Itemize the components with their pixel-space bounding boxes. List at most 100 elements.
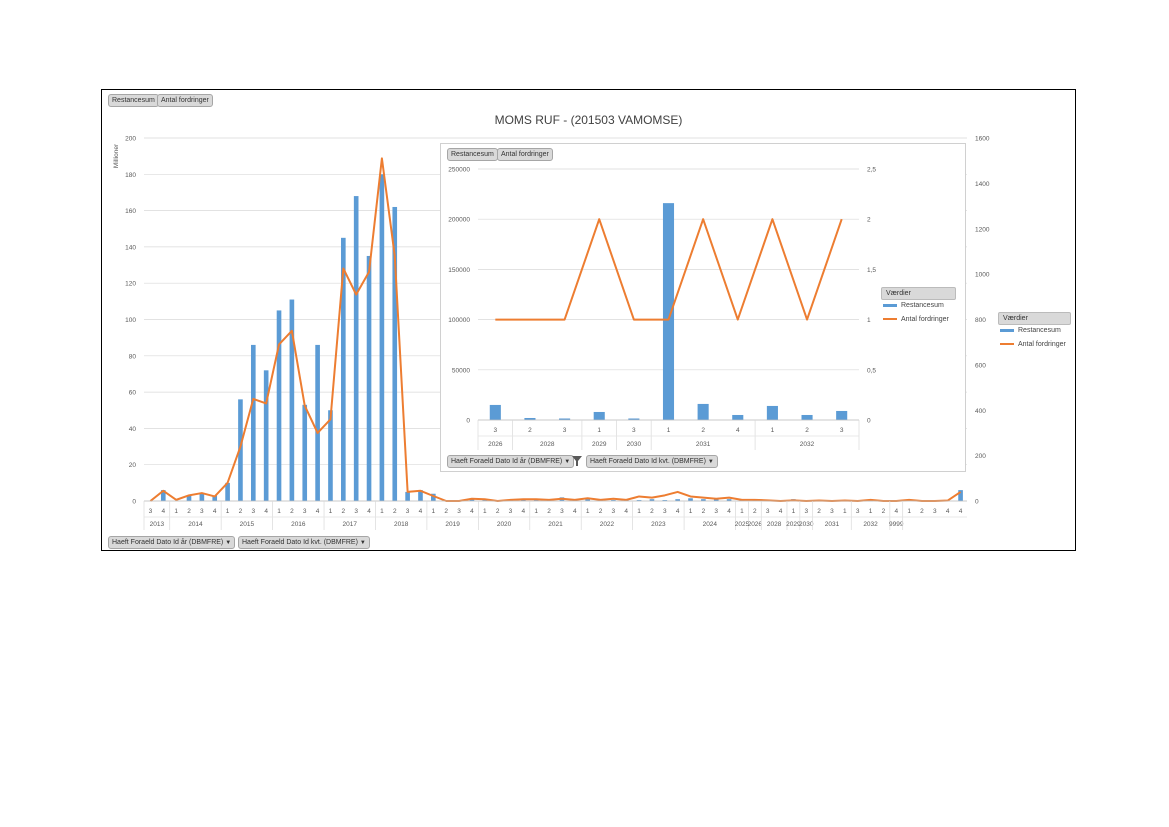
x-tick-label-year: 2031 bbox=[825, 521, 840, 528]
filter-funnel-icon[interactable] bbox=[572, 456, 582, 466]
x-tick-label-quarter: 4 bbox=[727, 508, 731, 515]
x-tick-label-quarter: 4 bbox=[264, 508, 268, 515]
legend-item-antal-fordringer: Antal fordringer bbox=[1000, 340, 1066, 350]
y-tick-label-left: 20 bbox=[129, 462, 137, 469]
bar bbox=[238, 399, 243, 501]
bar bbox=[289, 299, 295, 501]
bar-swatch-icon bbox=[883, 303, 897, 307]
x-tick-label-year: 2017 bbox=[343, 521, 358, 528]
y-tick-label-left: 200000 bbox=[448, 217, 470, 224]
bar bbox=[628, 418, 640, 420]
bar bbox=[431, 493, 436, 501]
y-tick-label-right: 600 bbox=[975, 362, 986, 369]
y-tick-label-right: 1 bbox=[867, 317, 871, 324]
x-tick-label-quarter: 1 bbox=[597, 427, 601, 434]
x-tick-label-quarter: 2 bbox=[290, 508, 294, 515]
legend-label: Antal fordringer bbox=[1018, 341, 1066, 348]
bar bbox=[585, 499, 590, 501]
x-tick-label-quarter: 2 bbox=[599, 508, 603, 515]
x-tick-label-quarter: 2 bbox=[920, 508, 924, 515]
x-tick-label-quarter: 3 bbox=[200, 508, 204, 515]
y-tick-label-left: 200 bbox=[125, 136, 136, 143]
filter-button-quarter[interactable]: Haeft Foraeld Dato Id kvt. (DBMFRE) ▼ bbox=[238, 536, 370, 549]
field-button-antal-fordringer[interactable]: Antal fordringer bbox=[157, 94, 213, 107]
bar bbox=[636, 500, 642, 501]
x-tick-label-quarter: 3 bbox=[251, 508, 255, 515]
bar bbox=[675, 499, 680, 501]
x-tick-label-quarter: 4 bbox=[367, 508, 371, 515]
x-tick-label-quarter: 3 bbox=[149, 508, 153, 515]
legend-label: Restancesum bbox=[1018, 327, 1061, 334]
bar bbox=[276, 310, 282, 501]
x-tick-label-quarter: 1 bbox=[432, 508, 436, 515]
legend-label: Restancesum bbox=[901, 302, 944, 309]
x-tick-label-year: 9999 bbox=[889, 521, 904, 528]
main-chart: 0204060801001201401601802000200400600800… bbox=[113, 136, 990, 530]
x-tick-label-quarter: 3 bbox=[856, 508, 860, 515]
x-tick-label-quarter: 4 bbox=[624, 508, 628, 515]
bar bbox=[836, 410, 848, 420]
x-tick-label-year: 2015 bbox=[240, 521, 255, 528]
bar bbox=[302, 404, 308, 501]
x-tick-label-year: 2029 bbox=[786, 521, 801, 528]
bar bbox=[489, 404, 501, 420]
y-tick-label-right: 1600 bbox=[975, 136, 990, 143]
filter-button-year[interactable]: Haeft Foraeld Dato Id år (DBMFRE) ▼ bbox=[108, 536, 236, 549]
y-tick-label-left: 100 bbox=[125, 317, 136, 324]
bar bbox=[405, 491, 410, 501]
x-tick-label-quarter: 3 bbox=[766, 508, 770, 515]
bar bbox=[469, 499, 475, 501]
inset-legend-title: Værdier bbox=[881, 287, 956, 300]
x-tick-label-quarter: 4 bbox=[316, 508, 320, 515]
x-tick-label-year: 2029 bbox=[592, 441, 607, 448]
y-tick-label-left: 120 bbox=[125, 281, 136, 288]
x-tick-label-year: 2026 bbox=[488, 441, 503, 448]
x-tick-label-quarter: 1 bbox=[329, 508, 333, 515]
bar bbox=[328, 410, 333, 501]
x-tick-label-year: 2020 bbox=[497, 521, 512, 528]
dropdown-arrow-icon: ▼ bbox=[359, 540, 366, 546]
line-swatch-icon bbox=[883, 318, 897, 321]
inset-field-button-restancesum[interactable]: Restancesum bbox=[447, 148, 498, 161]
x-tick-label-quarter: 3 bbox=[632, 427, 636, 434]
x-tick-label-quarter: 1 bbox=[689, 508, 693, 515]
x-tick-label-quarter: 1 bbox=[226, 508, 230, 515]
bar bbox=[199, 493, 205, 501]
filter-label-quarter: Haeft Foraeld Dato Id kvt. (DBMFRE) bbox=[242, 539, 358, 546]
x-tick-label-quarter: 2 bbox=[702, 508, 706, 515]
x-tick-label-quarter: 4 bbox=[161, 508, 165, 515]
x-tick-label-quarter: 2 bbox=[187, 508, 191, 515]
x-tick-label-quarter: 4 bbox=[946, 508, 950, 515]
x-tick-label-quarter: 3 bbox=[804, 508, 808, 515]
bar bbox=[713, 499, 719, 501]
x-tick-label-year: 2028 bbox=[540, 441, 555, 448]
x-tick-label-quarter: 3 bbox=[933, 508, 937, 515]
bar bbox=[341, 237, 346, 501]
bar bbox=[662, 500, 668, 501]
x-tick-label-year: 2028 bbox=[767, 521, 782, 528]
y-tick-label-right: 800 bbox=[975, 317, 986, 324]
bar bbox=[697, 403, 709, 420]
field-button-restancesum[interactable]: Restancesum bbox=[108, 94, 159, 107]
bar bbox=[392, 206, 398, 501]
bar bbox=[559, 418, 571, 420]
chart-title: MOMS RUF - (201503 VAMOMSE) bbox=[494, 113, 683, 127]
x-tick-label-year: 2031 bbox=[696, 441, 711, 448]
x-tick-label-quarter: 4 bbox=[959, 508, 963, 515]
x-tick-label-quarter: 2 bbox=[701, 427, 705, 434]
inset-filter-button-year[interactable]: Haeft Foraeld Dato Id år (DBMFRE) ▼ bbox=[447, 455, 575, 468]
bar bbox=[688, 498, 693, 501]
x-tick-label-quarter: 2 bbox=[528, 427, 532, 434]
x-tick-label-year: 2023 bbox=[651, 521, 666, 528]
x-tick-label-year: 2030 bbox=[799, 521, 814, 528]
bar bbox=[524, 417, 536, 420]
x-tick-label-quarter: 2 bbox=[496, 508, 500, 515]
bar bbox=[958, 490, 963, 501]
inset-field-button-antal-fordringer[interactable]: Antal fordringer bbox=[497, 148, 553, 161]
bar bbox=[250, 344, 256, 501]
x-tick-label-quarter: 1 bbox=[380, 508, 384, 515]
x-tick-label-quarter: 3 bbox=[560, 508, 564, 515]
x-tick-label-quarter: 4 bbox=[213, 508, 217, 515]
x-tick-label-quarter: 1 bbox=[483, 508, 487, 515]
inset-filter-button-quarter[interactable]: Haeft Foraeld Dato Id kvt. (DBMFRE) ▼ bbox=[586, 455, 718, 468]
